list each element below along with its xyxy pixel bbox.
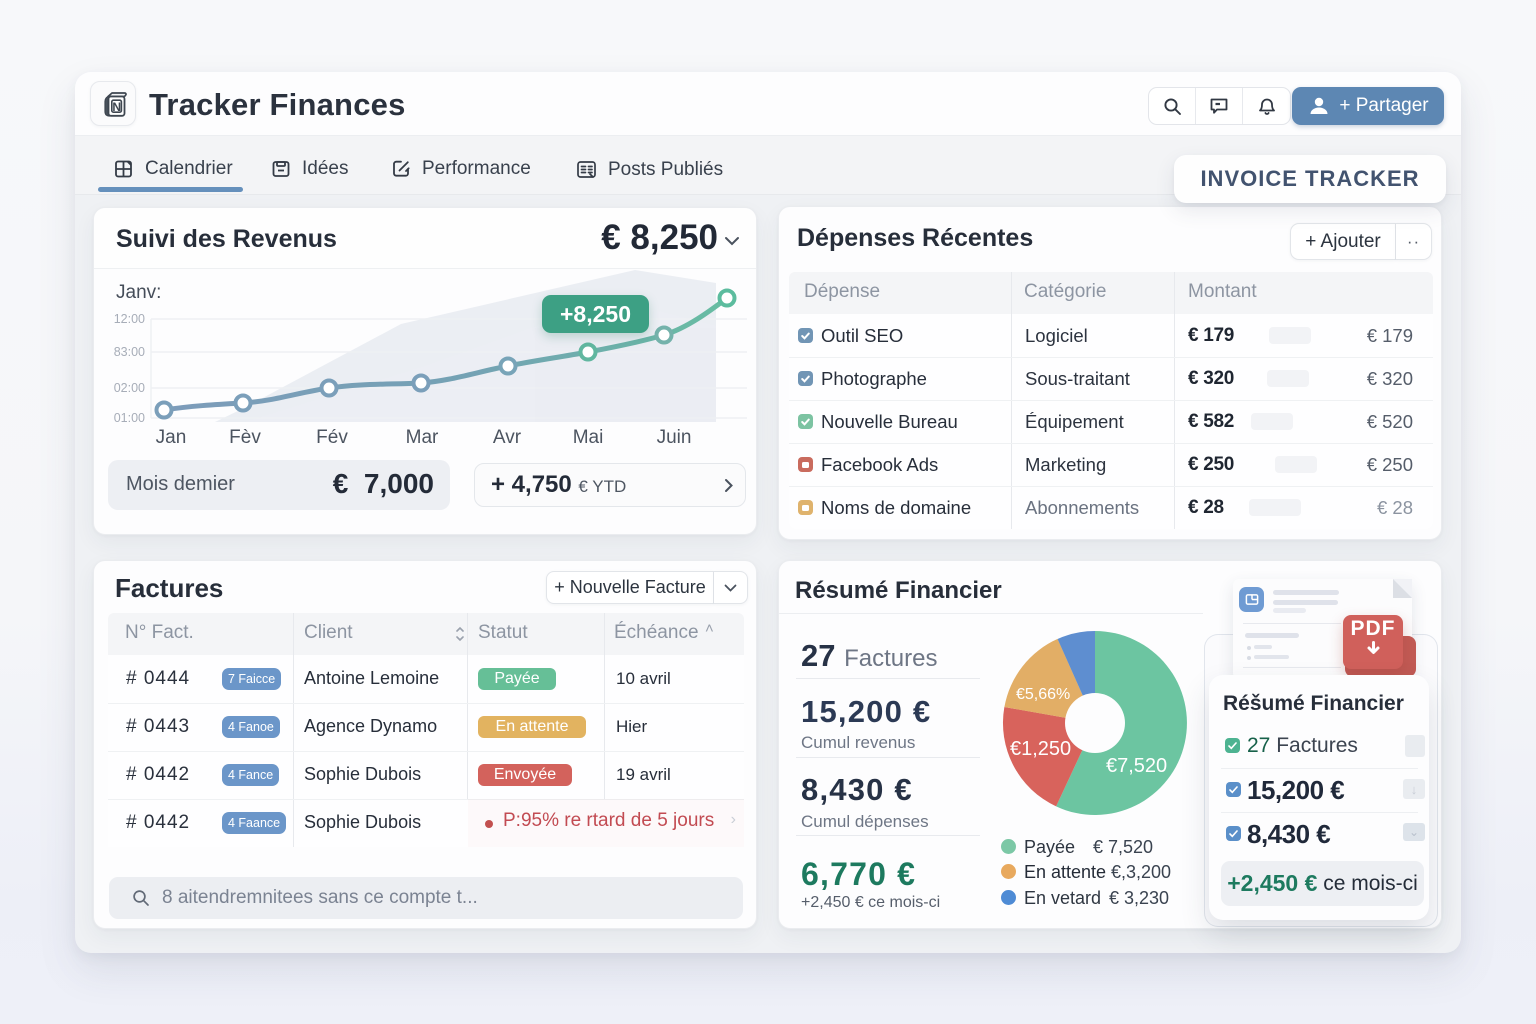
svg-text:Fév: Fév [316, 427, 348, 448]
svg-text:Jan: Jan [156, 427, 187, 448]
svg-text:12:00: 12:00 [114, 312, 145, 326]
svg-text:83:00: 83:00 [114, 345, 145, 359]
svg-text:02:00: 02:00 [114, 381, 145, 395]
svg-text:01:00: 01:00 [114, 411, 145, 425]
svg-text:Fèv: Fèv [229, 427, 261, 448]
svg-text:Avr: Avr [493, 427, 522, 448]
svg-text:Mai: Mai [573, 427, 604, 448]
svg-text:Mar: Mar [406, 427, 439, 448]
svg-text:N: N [112, 99, 121, 113]
svg-text:Juin: Juin [657, 427, 692, 448]
